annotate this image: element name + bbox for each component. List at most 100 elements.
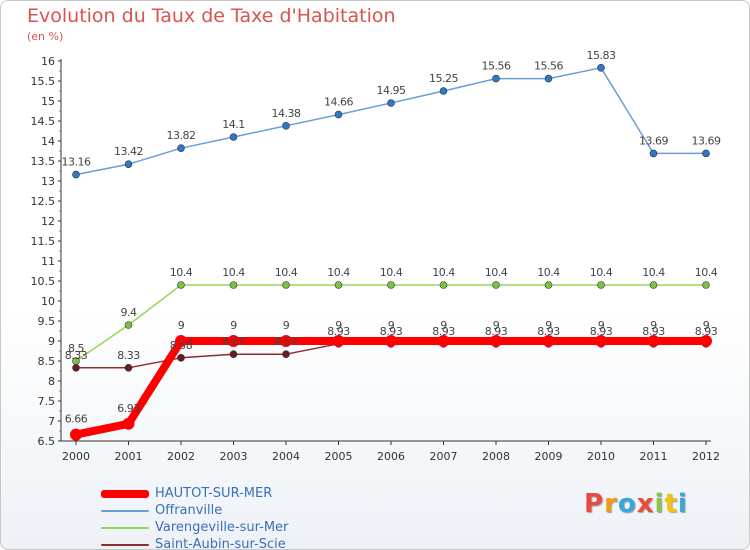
data-label: 9	[283, 319, 290, 332]
y-tick-label: 16	[41, 55, 55, 68]
data-label: 10.4	[590, 266, 613, 279]
y-tick-label: 7	[48, 415, 55, 428]
data-point	[490, 335, 502, 347]
data-point	[332, 335, 345, 347]
data-label: 8.93	[432, 325, 455, 338]
data-point	[597, 64, 605, 72]
data-label: 6.66	[65, 413, 88, 426]
data-point	[385, 335, 397, 347]
x-tick-label: 2004	[272, 450, 300, 463]
logo-letter: o	[617, 489, 637, 519]
legend-swatch-hautot	[101, 489, 149, 498]
data-label: 6.93	[117, 402, 140, 415]
data-point	[227, 335, 240, 347]
data-label: 8.67	[275, 335, 298, 348]
data-point	[122, 417, 135, 430]
legend-item-offranville: Offranville	[101, 502, 288, 519]
data-label: 13.42	[114, 145, 143, 158]
data-point	[229, 133, 238, 141]
data-label: 13.82	[167, 129, 196, 142]
x-tick-label: 2000	[62, 450, 90, 463]
data-label: 15.83	[587, 49, 616, 62]
data-point	[437, 335, 450, 347]
legend-item-saint-aubin: Saint-Aubin-sur-Scie	[101, 536, 288, 550]
data-label: 9	[388, 319, 395, 332]
legend-swatch-varengeville	[101, 526, 149, 529]
data-point	[124, 160, 133, 168]
data-label: 10.4	[642, 266, 665, 279]
data-point	[282, 122, 290, 130]
data-label: 13.69	[692, 134, 721, 147]
y-tick-label: 13	[41, 175, 55, 188]
legend-swatch-saint-aubin	[101, 543, 149, 546]
y-tick-label: 15	[41, 95, 55, 108]
x-tick-label: 2006	[377, 450, 405, 463]
data-label: 8.33	[117, 349, 140, 362]
data-point	[175, 335, 187, 347]
legend-label-saint-aubin: Saint-Aubin-sur-Scie	[155, 537, 286, 550]
y-tick-label: 10.5	[31, 275, 56, 288]
data-label: 8.93	[590, 325, 613, 338]
x-tick-label: 2009	[535, 450, 563, 463]
data-point	[124, 363, 133, 372]
data-point	[282, 350, 290, 359]
legend-swatch-offranville	[101, 509, 149, 512]
data-label: 10.4	[537, 266, 560, 279]
data-label: 14.95	[377, 84, 406, 97]
data-label: 8.93	[642, 325, 665, 338]
logo-letter: x	[636, 489, 655, 519]
logo-letter: r	[604, 489, 618, 519]
data-label: 10.4	[275, 266, 298, 279]
data-point	[700, 335, 712, 347]
y-tick-label: 9.5	[38, 315, 56, 328]
data-label: 14.66	[324, 96, 353, 109]
logo-letter: i	[677, 489, 688, 519]
y-tick-label: 12.5	[31, 195, 56, 208]
logo-letter: t	[664, 489, 678, 519]
data-label: 9	[598, 319, 605, 332]
data-point	[387, 99, 395, 107]
x-tick-label: 2002	[167, 450, 195, 463]
data-point	[439, 87, 448, 95]
data-point	[72, 363, 80, 372]
data-label: 15.56	[534, 60, 563, 73]
y-tick-label: 11.5	[31, 235, 56, 248]
data-point	[492, 74, 500, 83]
y-tick-label: 11	[41, 255, 55, 268]
data-label: 9	[703, 319, 710, 332]
y-tick-label: 15.5	[31, 75, 56, 88]
data-point	[597, 281, 605, 289]
data-point	[282, 281, 290, 289]
y-tick-label: 8.5	[38, 355, 56, 368]
y-tick-label: 9	[48, 335, 55, 348]
x-tick-label: 2005	[325, 450, 353, 463]
data-label: 8.33	[65, 349, 88, 362]
x-tick-label: 2011	[640, 450, 668, 463]
legend-label-hautot: HAUTOT-SUR-MER	[155, 486, 273, 501]
data-label: 8.93	[380, 325, 403, 338]
logo-letter: P	[584, 489, 605, 519]
data-label: 10.4	[170, 266, 193, 279]
x-tick-label: 2003	[220, 450, 248, 463]
data-point	[124, 321, 133, 329]
data-point	[649, 149, 658, 158]
data-point	[334, 281, 343, 289]
data-point	[702, 149, 710, 158]
data-point	[177, 144, 185, 152]
data-point	[439, 281, 448, 289]
legend-label-varengeville: Varengeville-sur-Mer	[155, 520, 289, 535]
data-label: 9	[335, 319, 342, 332]
data-label: 15.56	[482, 60, 511, 73]
data-point	[542, 335, 555, 347]
data-label: 13.16	[62, 156, 91, 169]
data-label: 8.67	[222, 335, 245, 348]
y-tick-label: 13.5	[31, 155, 56, 168]
data-label: 8.93	[695, 325, 718, 338]
data-label: 14.38	[272, 107, 301, 120]
x-tick-label: 2012	[692, 450, 720, 463]
data-label: 8.93	[485, 325, 508, 338]
data-label: 15.25	[429, 72, 458, 85]
data-point	[70, 428, 82, 441]
